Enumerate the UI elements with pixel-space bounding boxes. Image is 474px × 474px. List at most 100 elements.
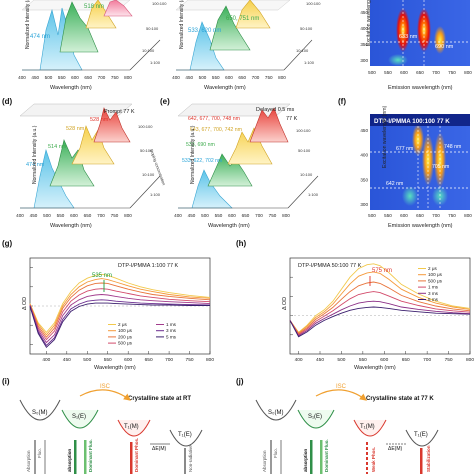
annotation: 633 nm bbox=[399, 34, 418, 40]
panel-g-chart: (g) 400 450 500 550 600 650 700 750 800 DTP-I/PM… bbox=[2, 239, 214, 371]
legend-label: 2 μs bbox=[428, 266, 437, 271]
y-tick-label: 450 bbox=[360, 128, 368, 133]
x-tick-label: 800 bbox=[282, 213, 290, 218]
legend-label: 500 μs bbox=[118, 341, 133, 346]
series-line bbox=[289, 306, 471, 338]
y-axis-label: Normalized Intensity (a.u.) bbox=[32, 125, 38, 184]
panel-h-chart: (h) 400 450 500 550 600 650 700 750 800 DTP-I/PM… bbox=[236, 239, 474, 371]
legend-label: 500 μs bbox=[428, 278, 443, 283]
track-label: 100:100 bbox=[152, 1, 167, 6]
series-line bbox=[29, 294, 211, 344]
peak-label: 643, 677, 700, 742 nm bbox=[190, 127, 242, 133]
x-tick-label: 650 bbox=[416, 70, 424, 75]
x-tick-label: 600 bbox=[124, 357, 132, 363]
x-tick-label: 500 bbox=[368, 213, 376, 218]
transition-label: Absorption bbox=[262, 450, 267, 472]
x-tick-label: 450 bbox=[316, 357, 324, 363]
x-tick-label: 700 bbox=[98, 75, 106, 80]
x-tick-label: 550 bbox=[359, 357, 367, 363]
panel-label: (e) bbox=[160, 97, 170, 106]
x-tick-label: 550 bbox=[215, 213, 223, 218]
isc-label: ISC bbox=[336, 384, 347, 390]
peak-label: 518 nm bbox=[84, 4, 104, 10]
y-tick-label: 400 bbox=[360, 153, 368, 158]
x-tick-label: 500 bbox=[43, 213, 51, 218]
y-tick-label: 300 bbox=[360, 58, 368, 63]
panel-e: (e) Delayed 0.5 ms 77 K 642, 677, 700, 7… bbox=[160, 97, 319, 229]
track-label: 1:100 bbox=[308, 192, 319, 197]
track-label: 100:100 bbox=[306, 1, 321, 6]
panel-label: (i) bbox=[2, 377, 10, 386]
x-tick-label: 500 bbox=[337, 357, 345, 363]
y-ticks bbox=[290, 276, 470, 336]
x-ticks: 500 550 600 650 700 750 800 bbox=[368, 213, 472, 218]
x-axis-label: Wavelength (nm) bbox=[354, 365, 396, 371]
y-tick-label: 350 bbox=[360, 177, 368, 182]
annotation-label: 575 nm bbox=[372, 268, 392, 274]
x-tick-label: 700 bbox=[255, 213, 263, 218]
series-line bbox=[29, 299, 211, 347]
x-tick-label: 450 bbox=[30, 213, 38, 218]
x-tick-label: 500 bbox=[83, 357, 91, 363]
legend-label: 5 ms bbox=[428, 297, 439, 302]
track-label: 10:100 bbox=[142, 172, 155, 177]
state-label: Crystalline state at 77 K bbox=[366, 396, 434, 402]
transition-label: Dominant Phos. bbox=[134, 438, 139, 472]
x-tick-label: 450 bbox=[188, 213, 196, 218]
x-tick-label: 800 bbox=[278, 75, 286, 80]
x-axis-label: Wavelength (nm) bbox=[50, 85, 92, 91]
x-tick-label: 400 bbox=[42, 357, 50, 363]
legend-label: 200 μs bbox=[118, 334, 133, 339]
track-label: 100:100 bbox=[138, 124, 153, 129]
y-tick-label: 450 bbox=[360, 10, 368, 15]
temp-label: 77 K bbox=[286, 116, 298, 122]
legend-label: 100 μs bbox=[118, 328, 133, 333]
x-tick-label: 550 bbox=[384, 213, 392, 218]
x-tick-label: 550 bbox=[57, 213, 65, 218]
heatmap-title: DTP-I/PMMA 100:100 77 K bbox=[374, 118, 450, 125]
track-label: 50:100 bbox=[140, 148, 153, 153]
level-label: T₁(E) bbox=[178, 432, 192, 438]
x-tick-label: 500 bbox=[368, 70, 376, 75]
annotation: 705 nm bbox=[432, 164, 449, 170]
x-tick-label: 650 bbox=[242, 213, 250, 218]
y-axis-label: Normalized Intensity (a.u.) bbox=[25, 0, 31, 49]
legend-label: 3 ms bbox=[166, 328, 177, 333]
x-tick-label: 600 bbox=[225, 75, 233, 80]
series-line bbox=[29, 302, 210, 349]
y-tick-label: 300 bbox=[360, 202, 368, 207]
panel-label: (g) bbox=[2, 239, 13, 248]
transition-label: absorption bbox=[303, 448, 308, 472]
mode-label: Delayed 0.5 ms bbox=[256, 107, 294, 113]
transition-label: Dominant Fluo. bbox=[324, 439, 329, 472]
panel-top-right-heatmap: 633 nm 690 nm 450 400 350 300 500 550 600 650 7… bbox=[360, 0, 472, 91]
x-ticks: 400 450 500 550 600 650 700 750 800 bbox=[295, 351, 474, 363]
x-tick-label: 500 bbox=[45, 75, 53, 80]
level-label: S₀(M) bbox=[32, 410, 48, 416]
x-tick-label: 400 bbox=[18, 75, 26, 80]
series-line bbox=[289, 263, 471, 334]
track-label: 10:100 bbox=[296, 48, 309, 53]
panel-top-middle: 533, 620 nm 650, 751 nm Normalized Inten… bbox=[172, 0, 321, 91]
x-tick-label: 750 bbox=[265, 75, 273, 80]
x-ticks: 500 550 600 650 700 750 800 bbox=[368, 70, 472, 75]
annotation: 642 nm bbox=[386, 181, 403, 187]
x-tick-label: 500 bbox=[201, 213, 209, 218]
x-tick-label: 600 bbox=[228, 213, 236, 218]
series-line bbox=[289, 271, 471, 334]
track-label: 1:100 bbox=[304, 60, 315, 65]
panel-f-heatmap: (f) DTP-I/PMMA 100:100 77 K 677 nm 705 n… bbox=[338, 97, 472, 229]
x-tick-label: 750 bbox=[445, 357, 453, 363]
x-tick-label: 550 bbox=[384, 70, 392, 75]
level-label: T₁(M) bbox=[124, 424, 139, 430]
y-axis-label: Excitation wavelength (nm) bbox=[366, 0, 372, 46]
x-tick-label: 750 bbox=[448, 213, 456, 218]
transition-label: Weak Phos. bbox=[371, 447, 376, 472]
panel-top-left: 474 nm 518 nm Normalized Intensity (a.u.… bbox=[18, 0, 167, 91]
isc-label: ISC bbox=[100, 384, 111, 390]
x-tick-label: 400 bbox=[16, 213, 24, 218]
x-tick-label: 600 bbox=[71, 75, 79, 80]
annotation: 748 nm bbox=[444, 144, 461, 150]
x-tick-label: 600 bbox=[400, 70, 408, 75]
